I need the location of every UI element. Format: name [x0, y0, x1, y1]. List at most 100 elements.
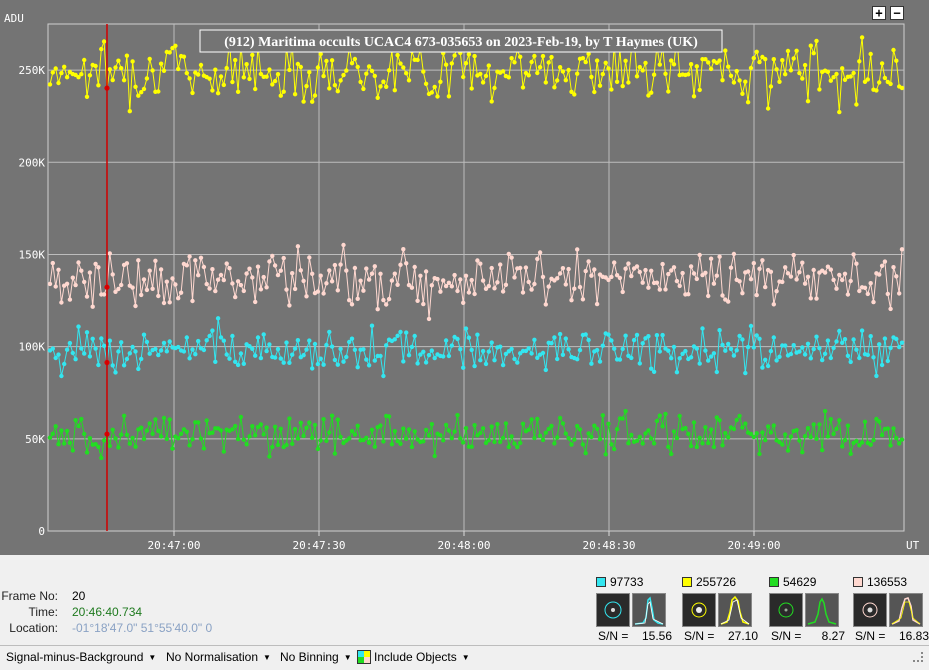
data-point: [526, 346, 531, 351]
data-point: [443, 422, 449, 428]
data-point: [404, 330, 409, 335]
data-point: [640, 441, 645, 446]
target-2-profile-icon: [718, 593, 752, 627]
data-point: [147, 351, 152, 356]
data-point: [643, 431, 648, 436]
data-point: [489, 99, 494, 104]
data-point: [196, 72, 201, 77]
data-point: [93, 442, 98, 447]
data-point: [540, 274, 546, 280]
data-point: [193, 352, 198, 357]
data-point: [640, 68, 645, 73]
data-point: [837, 328, 842, 334]
data-point: [446, 280, 452, 285]
data-point: [101, 343, 107, 348]
data-point: [600, 71, 605, 77]
data-point: [657, 413, 662, 418]
frame-value: 20: [72, 589, 86, 603]
data-point: [398, 61, 403, 66]
data-point: [258, 422, 264, 427]
data-point: [221, 449, 226, 454]
data-point: [207, 333, 212, 339]
data-point: [543, 367, 548, 373]
data-point: [631, 337, 637, 343]
data-point: [458, 277, 463, 282]
data-point: [119, 66, 124, 71]
resize-grip-icon[interactable]: [913, 652, 923, 662]
data-point: [121, 78, 127, 83]
data-point: [441, 354, 446, 359]
data-point: [802, 434, 808, 439]
data-point: [612, 346, 617, 351]
data-point: [278, 93, 283, 98]
data-point: [349, 302, 355, 307]
data-point: [190, 90, 195, 96]
data-point: [814, 296, 819, 301]
data-point: [176, 344, 181, 350]
data-point: [857, 288, 862, 294]
binning-dropdown[interactable]: No Binning ▼: [280, 650, 352, 664]
data-point: [235, 436, 241, 442]
target-1[interactable]: 97733 S/N = 15.56: [596, 575, 686, 647]
data-point: [93, 346, 98, 351]
data-point: [654, 333, 660, 338]
zoom-out-button[interactable]: −: [890, 6, 904, 20]
data-point: [865, 352, 870, 358]
data-point: [720, 293, 725, 298]
zoom-in-button[interactable]: +: [872, 6, 886, 20]
data-point: [452, 272, 457, 278]
data-point: [717, 418, 722, 423]
data-point: [406, 78, 412, 83]
light-curve-plot[interactable]: 0 50K 100K 150K 200K 250K 20:47:00 20:47:30 20:4…: [0, 0, 929, 555]
data-point: [395, 52, 400, 58]
data-point: [637, 434, 642, 440]
data-point: [894, 274, 899, 279]
data-point: [532, 281, 537, 287]
data-point: [158, 434, 164, 439]
target-4[interactable]: 136553 S/N = 16.83: [853, 575, 929, 647]
data-point: [557, 65, 563, 70]
data-point: [854, 438, 859, 444]
data-point: [318, 273, 323, 278]
data-point: [888, 306, 893, 312]
data-point: [406, 353, 412, 358]
data-point: [116, 58, 121, 63]
data-point: [53, 424, 58, 429]
data-point: [190, 437, 195, 442]
data-point: [344, 354, 349, 360]
data-point: [583, 451, 588, 456]
data-point: [808, 434, 813, 440]
data-point: [130, 59, 135, 64]
data-point: [577, 347, 583, 353]
data-point: [443, 62, 449, 67]
data-point: [751, 345, 756, 350]
data-point: [392, 337, 397, 342]
data-point: [187, 76, 192, 81]
data-point: [381, 373, 386, 379]
data-point: [626, 261, 631, 266]
data-point: [546, 426, 551, 432]
data-point: [857, 59, 862, 64]
normalisation-dropdown[interactable]: No Normalisation ▼: [166, 650, 271, 664]
data-point: [173, 43, 178, 48]
target-3[interactable]: 54629 S/N = 8.27: [769, 575, 859, 647]
data-point: [592, 423, 597, 428]
data-point: [386, 68, 392, 73]
data-point: [506, 444, 511, 450]
data-point: [557, 271, 563, 276]
target-2[interactable]: 255726 S/N = 27.10: [682, 575, 772, 647]
data-point: [284, 442, 289, 448]
data-point: [518, 265, 523, 271]
y-tick-label: 0: [38, 525, 45, 538]
data-point: [851, 337, 856, 342]
include-objects-dropdown[interactable]: Include Objects ▼: [357, 650, 470, 664]
data-point: [663, 411, 668, 417]
data-point: [532, 435, 537, 441]
data-point: [61, 361, 67, 367]
data-point: [272, 78, 278, 84]
signal-mode-dropdown[interactable]: Signal-minus-Background ▼: [6, 650, 156, 664]
x-tick-label: 20:47:00: [148, 539, 201, 552]
data-point: [466, 52, 472, 57]
data-point: [472, 423, 477, 428]
data-point: [879, 432, 885, 438]
